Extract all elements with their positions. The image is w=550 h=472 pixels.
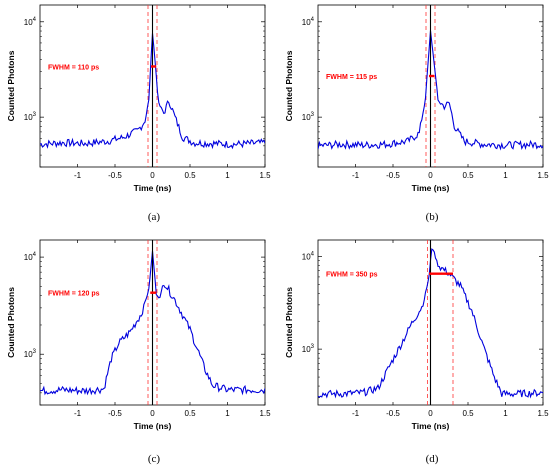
panel-caption: (d) (426, 453, 439, 465)
y-tick-exponent: 4 (33, 252, 37, 258)
y-tick-label: 103 (302, 112, 315, 122)
x-tick-label: -1 (352, 171, 360, 180)
panel-caption: (a) (148, 211, 161, 223)
fwhm-annotation: FWHM = 350 ps (326, 272, 378, 279)
y-tick-label: 103 (302, 344, 315, 354)
y-tick-label: 104 (302, 17, 315, 27)
x-tick-label: 0 (428, 171, 433, 180)
y-tick-label: 103 (24, 349, 37, 359)
y-tick-exponent: 3 (33, 112, 37, 118)
y-tick-label: 103 (24, 112, 37, 122)
fwhm-annotation: FWHM = 110 ps (48, 64, 99, 71)
y-tick-exponent: 3 (311, 344, 315, 350)
x-tick-label: -0.5 (386, 409, 400, 418)
x-tick-label: 0 (428, 409, 433, 418)
x-tick-label: 0.5 (462, 409, 474, 418)
y-tick-exponent: 4 (311, 17, 315, 23)
x-tick-label: 1 (225, 409, 230, 418)
y-axis-label: Counted Photons (284, 287, 294, 358)
chart-panel-1: -1 -0.5 0 0.5 1 1.5 103 104 Time (ns) Counted Pho… (6, 4, 271, 223)
y-axis-label: Counted Photons (6, 287, 16, 358)
x-tick-label: 0 (150, 409, 155, 418)
x-tick-label: 0.5 (184, 171, 196, 180)
x-tick-label: 1 (503, 171, 508, 180)
x-tick-label: 1 (503, 409, 508, 418)
fwhm-annotation: FWHM = 115 ps (326, 74, 377, 81)
y-tick-exponent: 3 (33, 349, 37, 355)
y-axis-label: Counted Photons (6, 50, 16, 121)
y-tick-label: 104 (302, 251, 315, 261)
chart-panel-2: -1 -0.5 0 0.5 1 1.5 103 104 Time (ns) Counted Pho… (284, 4, 549, 223)
panel-caption: (c) (148, 453, 161, 465)
x-tick-label: -0.5 (108, 409, 122, 418)
x-tick-label: 0.5 (184, 409, 196, 418)
y-tick-exponent: 4 (33, 17, 37, 23)
x-tick-label: -1 (74, 171, 82, 180)
y-tick-label: 104 (24, 17, 37, 27)
x-tick-label: 1.5 (259, 409, 271, 418)
chart-panel-4: -1 -0.5 0 0.5 1 1.5 103 104 Time (ns) Counted Pho… (284, 239, 549, 465)
x-tick-label: 0 (150, 171, 155, 180)
x-axis-label: Time (ns) (412, 183, 450, 193)
x-tick-label: 1.5 (537, 409, 549, 418)
y-tick-exponent: 3 (311, 112, 315, 118)
y-tick-label: 104 (24, 252, 37, 262)
x-tick-label: 1 (225, 171, 230, 180)
x-axis-label: Time (ns) (134, 183, 172, 193)
x-tick-label: 1.5 (259, 171, 271, 180)
y-axis-label: Counted Photons (284, 50, 294, 121)
x-tick-label: 1.5 (537, 171, 549, 180)
x-tick-label: -1 (352, 409, 360, 418)
x-tick-label: -0.5 (108, 171, 122, 180)
x-tick-label: -0.5 (386, 171, 400, 180)
x-axis-label: Time (ns) (134, 421, 172, 431)
y-tick-exponent: 4 (311, 251, 315, 257)
x-axis-label: Time (ns) (412, 421, 450, 431)
panel-caption: (b) (426, 211, 439, 223)
x-tick-label: 0.5 (462, 171, 474, 180)
chart-panel-3: -1 -0.5 0 0.5 1 1.5 103 104 Time (ns) Counted Pho… (6, 239, 271, 465)
fwhm-annotation: FWHM = 120 ps (48, 291, 100, 298)
x-tick-label: -1 (74, 409, 82, 418)
